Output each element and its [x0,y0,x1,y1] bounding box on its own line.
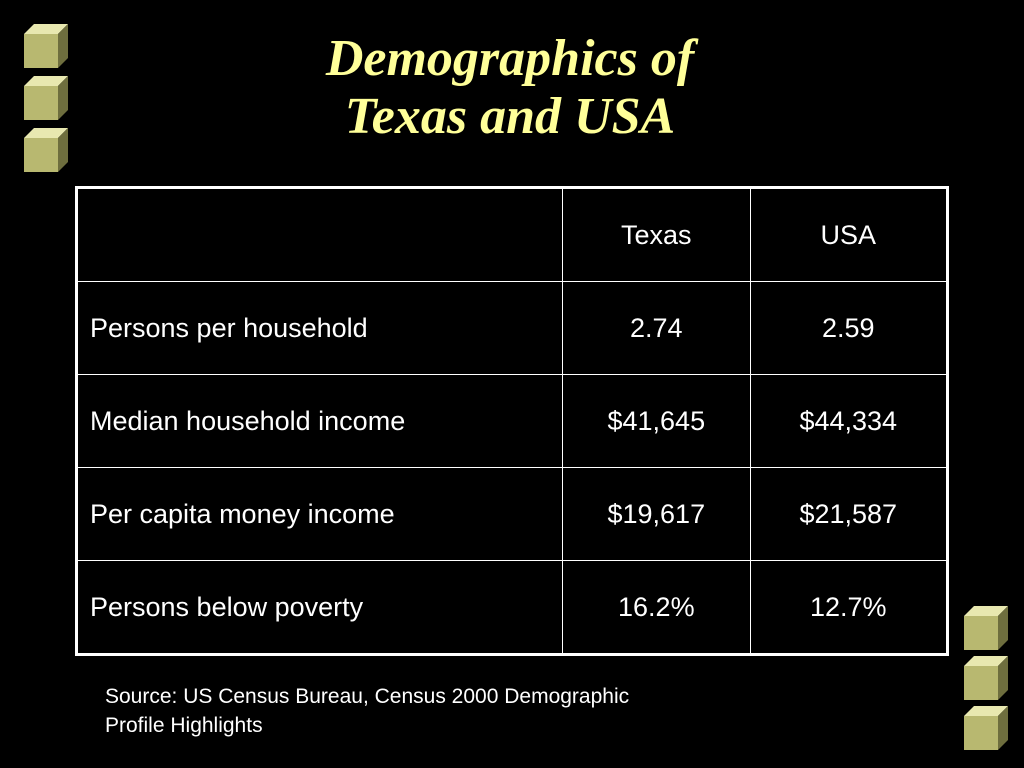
row-label: Per capita money income [75,467,564,561]
table-header-usa: USA [749,187,949,282]
texas-value: 16.2% [562,560,751,655]
source-note-line-1: Source: US Census Bureau, Census 2000 De… [105,685,630,708]
table-header-cell-empty [75,187,564,282]
row-label: Persons below poverty [75,560,564,655]
usa-value: $21,587 [749,467,949,561]
usa-value: $44,334 [749,374,949,468]
texas-value: $19,617 [562,467,751,561]
texas-value: $41,645 [562,374,751,468]
row-label: Persons per household [75,281,564,375]
demographics-table: Texas USA Persons per household 2.74 2.5… [75,186,949,656]
table-row: Persons per household 2.74 2.59 [75,281,949,375]
cube-icon [964,706,1008,750]
source-note: Source: US Census Bureau, Census 2000 De… [105,682,805,740]
cube-icon [24,128,68,172]
cube-icon [964,606,1008,650]
cube-icon [24,24,68,68]
table-row: Persons below poverty 16.2% 12.7% [75,560,949,655]
table-header-texas: Texas [562,187,751,282]
slide-title: Demographics of Texas and USA [150,30,870,146]
source-note-line-2: Profile Highlights [105,714,263,737]
texas-value: 2.74 [562,281,751,375]
usa-value: 2.59 [749,281,949,375]
cube-icon [964,656,1008,700]
slide-title-line-2: Texas and USA [344,88,676,145]
table-header-row: Texas USA [75,187,949,282]
table-row: Per capita money income $19,617 $21,587 [75,467,949,561]
table-row: Median household income $41,645 $44,334 [75,374,949,468]
row-label: Median household income [75,374,564,468]
cube-icon [24,76,68,120]
slide-title-line-1: Demographics of [325,30,695,87]
usa-value: 12.7% [749,560,949,655]
